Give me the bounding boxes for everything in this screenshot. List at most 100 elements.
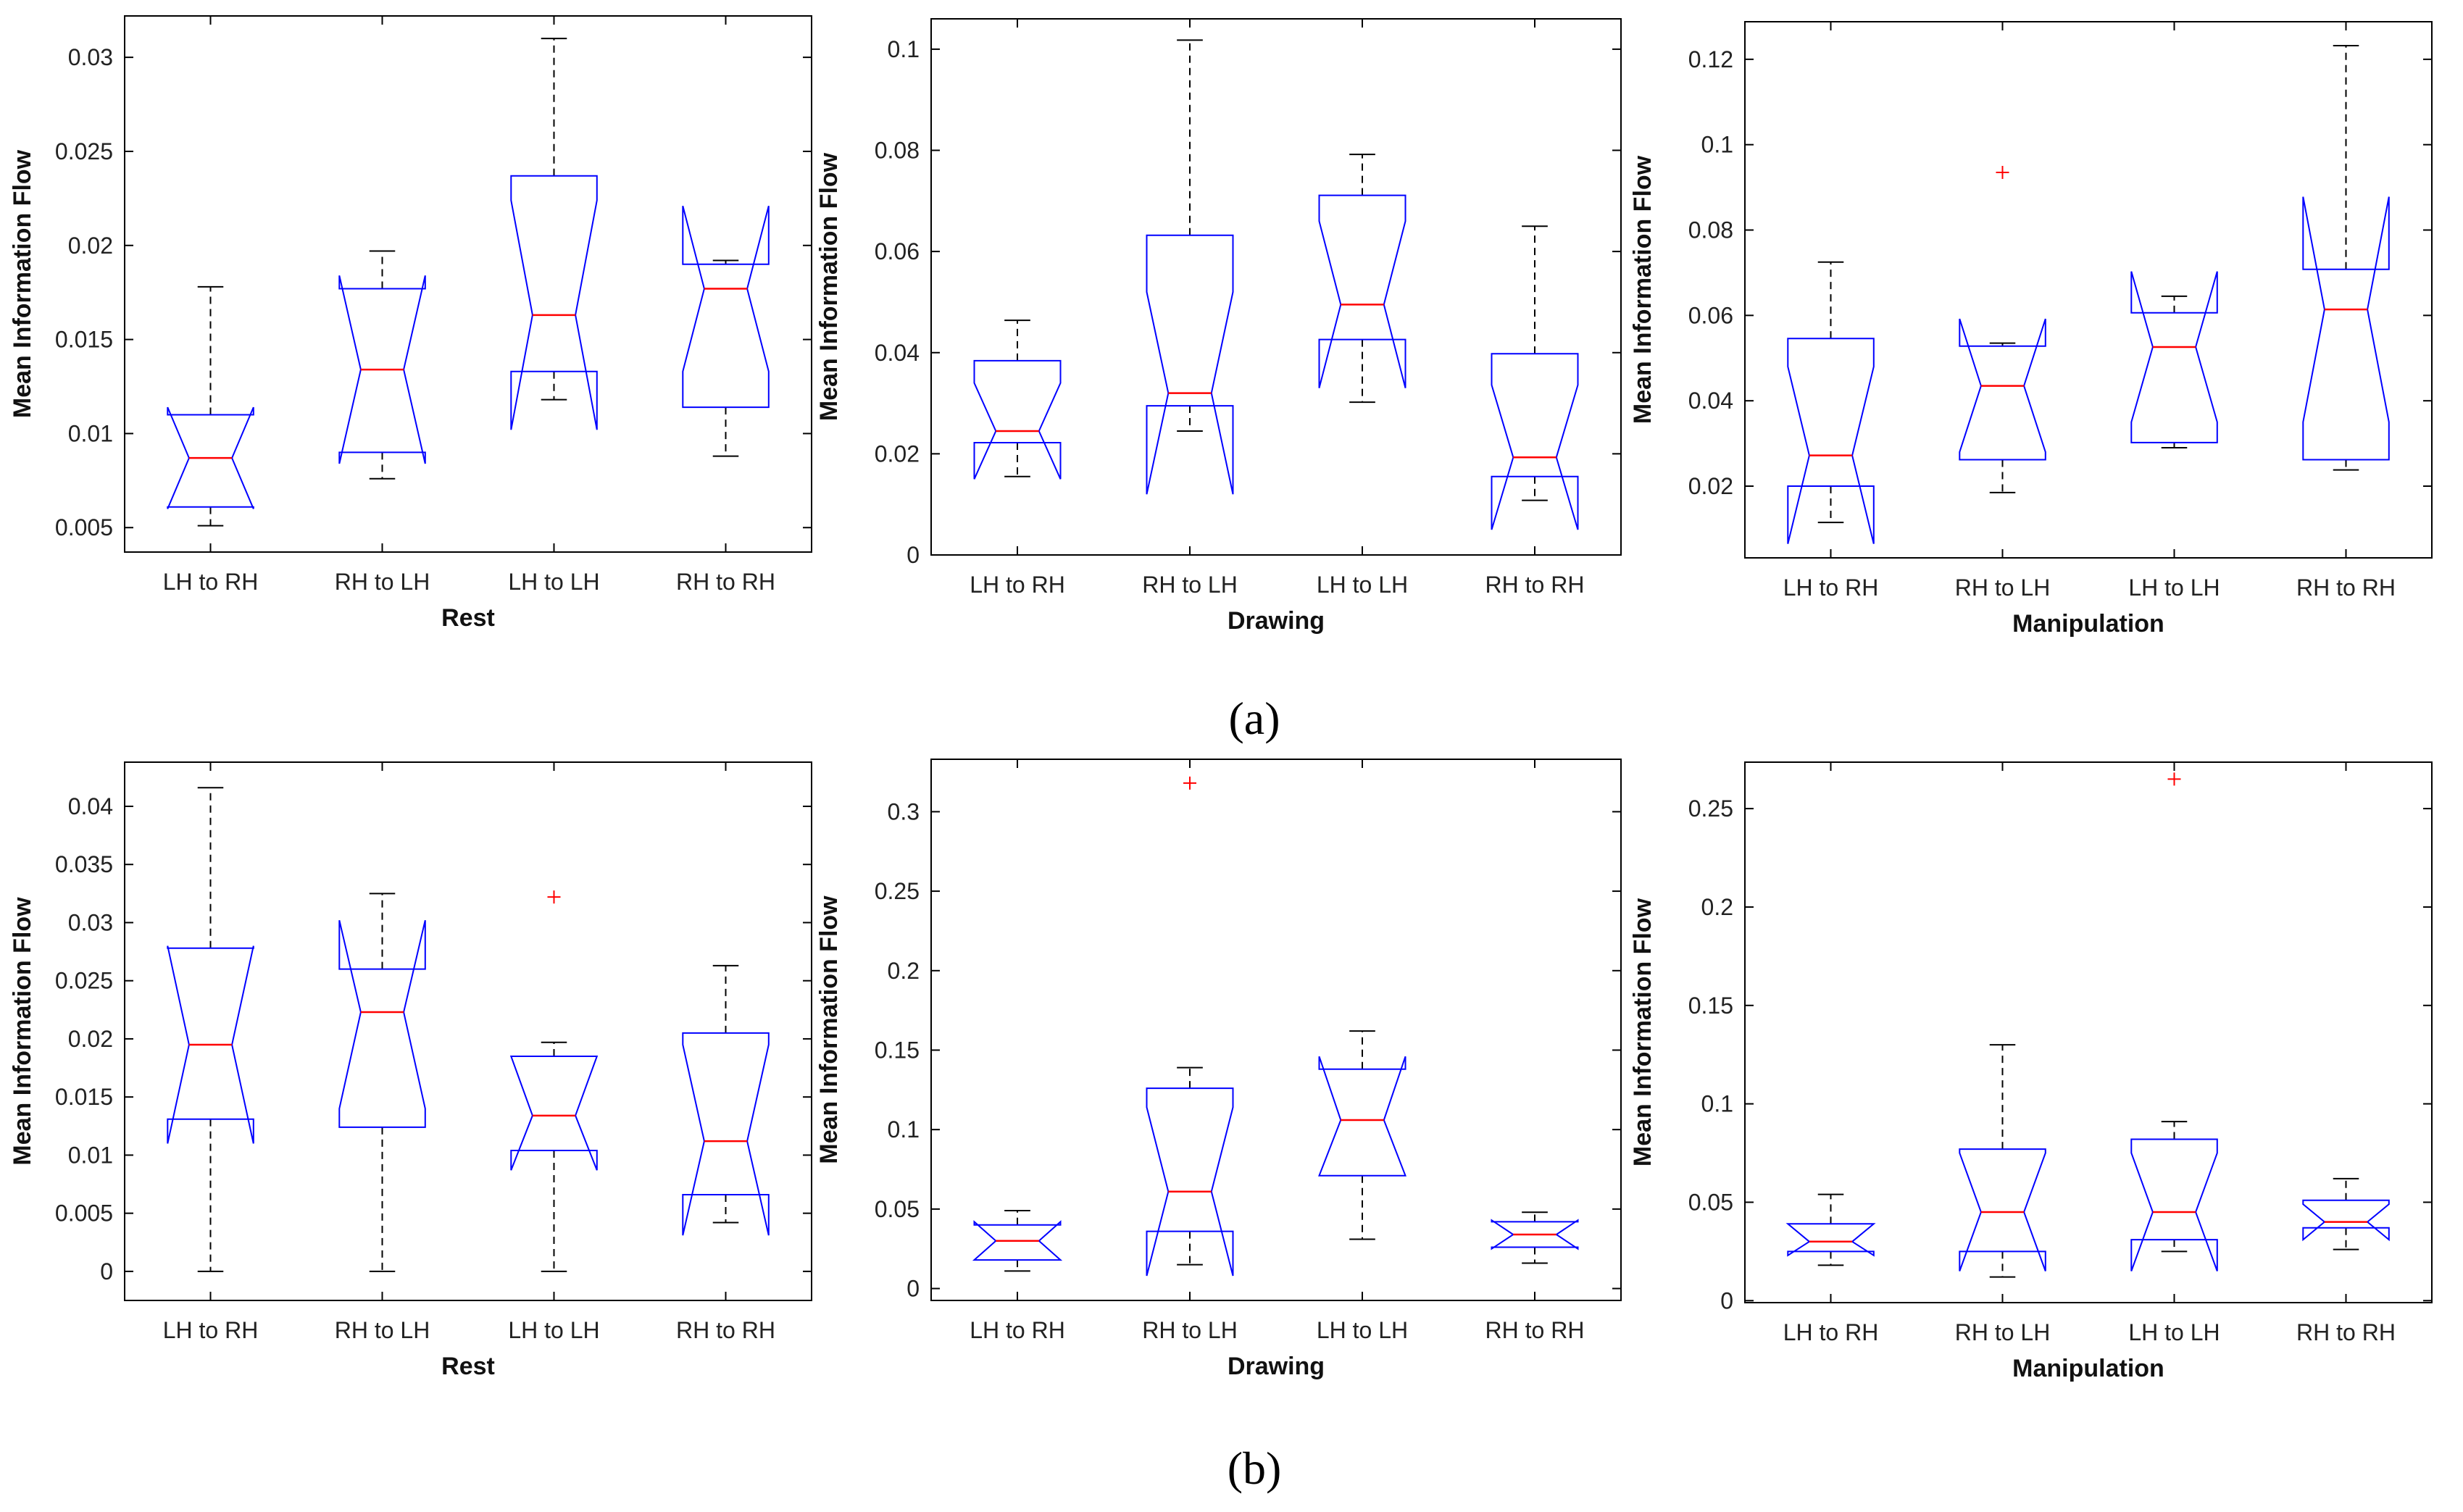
box-lh-to-lh bbox=[1318, 154, 1406, 404]
box-rh-to-rh bbox=[2302, 44, 2390, 471]
chart-a-manipulation: 0.02 0.04 0.06 0.08 0.1 0.12 LH to RH RH to LH L… bbox=[1629, 21, 2433, 638]
x-tick-label: LH to RH bbox=[1783, 575, 1879, 601]
y-tick-label: 0.03 bbox=[68, 44, 113, 70]
y-tick-label: 0.02 bbox=[875, 440, 920, 467]
chart-a-rest: 0.005 0.01 0.015 0.02 0.025 0.03 LH to RH RH to… bbox=[9, 15, 812, 632]
notched-box bbox=[1785, 1223, 1876, 1257]
y-tick-label: 0.2 bbox=[1701, 894, 1733, 920]
y-tick-label: 0.25 bbox=[1688, 795, 1733, 822]
y-axis-label: Mean Information Flow bbox=[815, 152, 843, 421]
y-tick-label: 0 bbox=[907, 542, 920, 568]
x-axis-label: Drawing bbox=[1228, 1353, 1325, 1380]
y-tick-label: 0.05 bbox=[875, 1196, 920, 1222]
x-tick-label: RH to LH bbox=[335, 569, 430, 595]
x-tick-label: RH to LH bbox=[335, 1317, 430, 1343]
x-axis-label: Manipulation bbox=[2012, 610, 2164, 638]
notched-box bbox=[1146, 234, 1234, 495]
y-axis-label: Mean Information Flow bbox=[9, 897, 36, 1166]
y-tick-label: 0.08 bbox=[1688, 217, 1733, 243]
box-lh-to-rh bbox=[167, 787, 254, 1272]
box-rh-to-lh bbox=[338, 250, 426, 480]
x-tick-label: LH to LH bbox=[1317, 572, 1408, 598]
y-tick-label: 0.1 bbox=[1701, 1091, 1733, 1117]
x-tick-label: RH to LH bbox=[1955, 575, 2051, 601]
y-tick-label: 0.02 bbox=[68, 233, 113, 259]
y-tick-label: 0.02 bbox=[68, 1026, 113, 1052]
axes-frame bbox=[124, 15, 812, 553]
y-tick-label: 0.1 bbox=[888, 36, 920, 62]
axes-frame bbox=[930, 759, 1622, 1301]
y-tick-label: 0.025 bbox=[55, 138, 113, 164]
y-tick-label: 0 bbox=[907, 1276, 920, 1302]
box-rh-to-rh bbox=[682, 964, 770, 1236]
axes-frame bbox=[930, 18, 1622, 556]
y-axis-label: Mean Information Flow bbox=[9, 149, 36, 418]
notched-box bbox=[1959, 1148, 2046, 1271]
y-tick-label: 0.015 bbox=[55, 327, 113, 353]
y-tick-label: 0 bbox=[1720, 1287, 1733, 1313]
notched-box bbox=[1787, 338, 1875, 544]
y-tick-label: 0.005 bbox=[55, 1200, 113, 1227]
y-tick-label: 0.005 bbox=[55, 514, 113, 540]
box-lh-to-lh bbox=[2130, 271, 2218, 448]
box-lh-to-lh bbox=[1318, 1030, 1406, 1240]
notched-box bbox=[338, 275, 426, 464]
x-axis-label: Drawing bbox=[1228, 607, 1325, 635]
box-rh-to-rh bbox=[1491, 1211, 1579, 1264]
chart-a-drawing: 0 0.02 0.04 0.06 0.08 0.1 LH to RH RH to LH LH t… bbox=[815, 18, 1622, 635]
x-tick-label: RH to RH bbox=[2296, 1319, 2396, 1345]
y-tick-label: 0.035 bbox=[55, 851, 113, 877]
chart-b-drawing: 0 0.05 0.1 0.15 0.2 0.25 0.3 LH to RH RH to LH LH… bbox=[815, 759, 1622, 1380]
y-tick-label: 0.12 bbox=[1688, 46, 1733, 72]
y-tick-label: 0.06 bbox=[1688, 302, 1733, 328]
box-lh-to-rh bbox=[1787, 261, 1875, 544]
box-rh-to-rh bbox=[682, 205, 770, 457]
y-tick-label: 0.015 bbox=[55, 1084, 113, 1110]
x-axis-label: Manipulation bbox=[2012, 1355, 2164, 1382]
x-tick-label: RH to LH bbox=[1955, 1319, 2051, 1345]
y-tick-label: 0.3 bbox=[888, 798, 920, 824]
y-tick-label: 0.02 bbox=[1688, 473, 1733, 499]
x-tick-label: LH to RH bbox=[163, 569, 259, 595]
y-tick-label: 0.15 bbox=[1688, 993, 1733, 1019]
box-lh-to-rh bbox=[167, 285, 254, 527]
y-tick-label: 0.08 bbox=[875, 138, 920, 164]
panel-label-b: (b) bbox=[1227, 1442, 1282, 1494]
notched-box bbox=[972, 1220, 1063, 1261]
notched-box bbox=[1959, 318, 2046, 461]
notched-box bbox=[167, 945, 254, 1144]
x-tick-label: RH to RH bbox=[676, 1317, 775, 1343]
axes-frame bbox=[124, 761, 812, 1301]
y-tick-label: 0.2 bbox=[888, 958, 920, 984]
notched-box bbox=[167, 406, 254, 509]
x-tick-label: LH to LH bbox=[508, 1317, 599, 1343]
notched-box bbox=[682, 1032, 770, 1236]
notched-box bbox=[682, 205, 770, 409]
x-tick-label: RH to RH bbox=[1485, 1317, 1585, 1343]
box-rh-to-lh bbox=[338, 893, 426, 1272]
notched-box bbox=[1146, 1087, 1234, 1277]
y-tick-label: 0.01 bbox=[68, 420, 113, 446]
x-tick-label: RH to RH bbox=[676, 569, 775, 595]
notched-box bbox=[1318, 1056, 1406, 1177]
x-tick-label: LH to RH bbox=[1783, 1319, 1879, 1345]
x-tick-label: LH to LH bbox=[2128, 1319, 2220, 1345]
axes-frame bbox=[1744, 761, 2433, 1303]
box-rh-to-lh bbox=[1959, 165, 2046, 493]
axes-frame bbox=[1744, 21, 2433, 559]
notched-box bbox=[509, 1056, 599, 1171]
notched-box bbox=[2130, 1138, 2218, 1271]
x-axis-label: Rest bbox=[441, 1353, 495, 1380]
box-lh-to-rh bbox=[973, 319, 1062, 480]
x-tick-label: RH to RH bbox=[1485, 572, 1585, 598]
notched-box bbox=[2302, 1199, 2390, 1242]
box-lh-to-rh bbox=[972, 1210, 1063, 1272]
box-lh-to-lh bbox=[2130, 772, 2218, 1271]
x-axis-label: Rest bbox=[441, 604, 495, 632]
x-tick-label: LH to LH bbox=[2128, 575, 2220, 601]
y-tick-label: 0.1 bbox=[888, 1116, 920, 1143]
y-tick-label: 0.04 bbox=[1688, 388, 1733, 414]
y-tick-label: 0.06 bbox=[875, 238, 920, 264]
